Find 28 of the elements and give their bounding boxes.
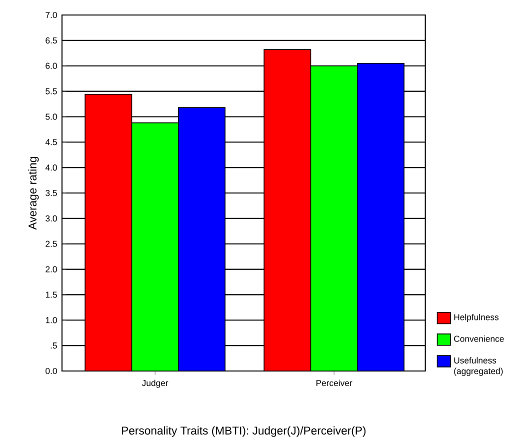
y-tick-label: 4.0	[45, 164, 57, 171]
legend-label: Convenience	[454, 336, 504, 342]
bar	[178, 107, 226, 371]
y-tick-label: 5.5	[46, 88, 57, 94]
y-tick-label: 6.5	[46, 37, 57, 44]
y-tick-label: 7.0	[46, 12, 57, 18]
y-tick-label: .5	[50, 342, 57, 349]
y-tick-label: 1.0	[46, 317, 57, 324]
y-tick-label: 4.5	[45, 139, 57, 146]
bar	[84, 94, 132, 371]
bar	[264, 49, 312, 371]
x-tick-label: Judger	[142, 380, 168, 388]
legend-label: Helpfulness	[454, 314, 499, 322]
x-tick-label: Perceiver	[316, 380, 352, 386]
y-tick-label: 3.0	[46, 215, 57, 222]
bar	[356, 62, 404, 371]
bar	[131, 122, 179, 371]
y-tick-label: 5.0	[46, 114, 57, 120]
y-tick-label: 1.5	[46, 292, 57, 298]
x-axis-title: Personality Traits (MBTI): Judger(J)/Perceiver(P)	[122, 426, 366, 437]
y-tick-label: 2.0	[46, 266, 57, 272]
y-tick-label: 3.5	[46, 190, 57, 196]
y-tick-label: 0.0	[46, 368, 57, 374]
y-tick-label: 6.0	[46, 62, 57, 69]
legend-label: Usefulness (aggregated)	[454, 357, 503, 376]
bar	[310, 65, 358, 371]
y-axis-title: Average rating	[28, 156, 39, 230]
y-tick-label: 2.5	[46, 240, 57, 247]
